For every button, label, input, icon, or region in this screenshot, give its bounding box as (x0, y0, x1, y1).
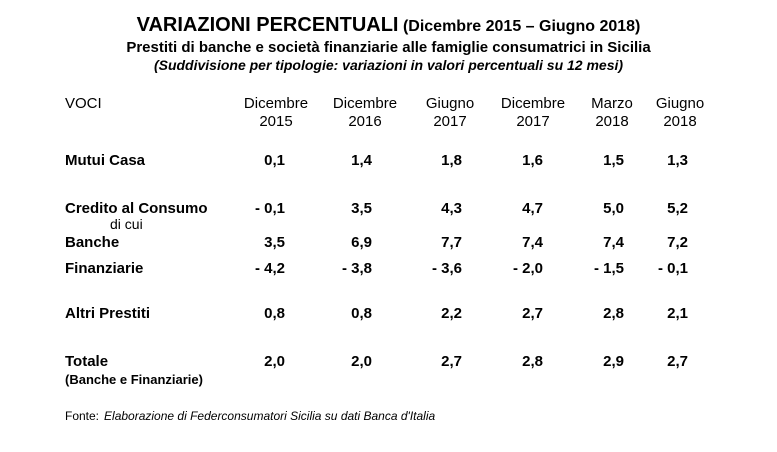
cell-value: - 3,6 (431, 260, 462, 277)
column-header-dicembre-2015: Dicembre 2015 (243, 95, 309, 130)
figure-subtitle-note: (Suddivisione per tipologie: variazioni … (153, 57, 624, 73)
column-header-marzo-2018: Marzo 2018 (591, 95, 633, 130)
cell-value: 5,2 (667, 200, 688, 217)
cell-value: 7,4 (603, 234, 624, 251)
column-header-voci: VOCI (65, 95, 102, 112)
row-label: Totale (65, 353, 109, 370)
cell-value: 1,8 (441, 152, 462, 169)
cell-value: 7,2 (667, 234, 688, 251)
cell-value: - 1,5 (593, 260, 624, 277)
cell-value: 1,3 (667, 152, 688, 169)
cell-value: - 0,1 (657, 260, 688, 277)
cell-value: 6,9 (351, 234, 372, 251)
cell-value: 7,7 (441, 234, 462, 251)
cell-value: - 2,0 (512, 260, 543, 277)
source-label: Fonte: (65, 409, 100, 423)
cell-value: - 4,2 (254, 260, 285, 277)
column-header-giugno-2018: Giugno 2018 (655, 95, 705, 130)
cell-value: 4,3 (441, 200, 462, 217)
cell-value: 2,8 (522, 353, 543, 370)
cell-value: 2,2 (441, 305, 462, 322)
source-note: Fonte: Elaborazione di Federconsumatori S… (65, 408, 435, 424)
cell-value: 1,5 (603, 152, 624, 169)
source-text: Elaborazione di Federconsumatori Sicilia… (104, 409, 436, 423)
title-period: (Dicembre 2015 – Giugno 2018) (402, 18, 641, 35)
row-label: Finanziarie (65, 260, 144, 277)
cell-value: 7,4 (522, 234, 543, 251)
cell-value: - 0,1 (254, 200, 285, 217)
cell-value: 3,5 (264, 234, 285, 251)
row-label: Credito al Consumo (65, 200, 208, 217)
cell-value: 5,0 (603, 200, 624, 217)
column-header-dicembre-2017: Dicembre 2017 (500, 95, 566, 130)
cell-value: 2,0 (351, 353, 372, 370)
row-sublabel-banche-e-finanziarie: (Banche e Finanziarie) (65, 372, 203, 387)
cell-value: 1,6 (522, 152, 543, 169)
cell-value: 0,1 (264, 152, 285, 169)
column-header-giugno-2017: Giugno 2017 (425, 95, 475, 130)
cell-value: 2,0 (264, 353, 285, 370)
row-label: Banche (65, 234, 120, 251)
cell-value: 2,7 (522, 305, 543, 322)
figure-subtitle: Prestiti di banche e società finanziarie… (126, 39, 651, 56)
cell-value: - 3,8 (341, 260, 372, 277)
figure-title: VARIAZIONI PERCENTUALI (Dicembre 2015 – … (0, 13, 777, 39)
cell-value: 2,9 (603, 353, 624, 370)
cell-value: 2,8 (603, 305, 624, 322)
cell-value: 0,8 (264, 305, 285, 322)
cell-value: 1,4 (351, 152, 372, 169)
title-main: VARIAZIONI PERCENTUALI (136, 14, 399, 36)
cell-value: 2,7 (667, 353, 688, 370)
cell-value: 4,7 (522, 200, 543, 217)
cell-value: 2,7 (441, 353, 462, 370)
column-header-dicembre-2016: Dicembre 2016 (332, 95, 398, 130)
row-label: Mutui Casa (65, 152, 146, 169)
cell-value: 0,8 (351, 305, 372, 322)
row-sublabel-di-cui: di cui (110, 216, 143, 232)
row-label: Altri Prestiti (65, 305, 151, 322)
cell-value: 2,1 (667, 305, 688, 322)
cell-value: 3,5 (351, 200, 372, 217)
